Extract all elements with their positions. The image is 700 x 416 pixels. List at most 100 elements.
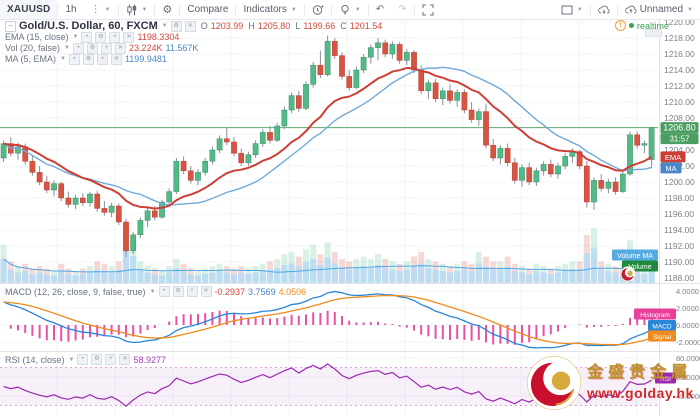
open-value: 1203.99 — [210, 21, 244, 31]
load-layout-button[interactable] — [591, 0, 617, 19]
data-warning-icon[interactable]: ! — [615, 20, 626, 31]
settings-icon[interactable]: ⚙ — [82, 54, 94, 65]
undo-icon: ↶ — [375, 4, 385, 15]
open-label: O — [200, 21, 208, 31]
svg-text:80.0000: 80.0000 — [676, 354, 700, 363]
chart-legend: − Gold/U.S. Dollar, 60, FXCM ▼ ⚙ ✕ O 1203… — [5, 21, 382, 65]
last-price-badge[interactable] — [660, 122, 699, 134]
ma-axis-badge[interactable] — [660, 162, 682, 174]
save-layout-button[interactable]: Unnamed ▼ — [618, 0, 700, 19]
settings-icon[interactable]: ⚙ — [172, 286, 184, 297]
toolbar-separator — [235, 3, 237, 16]
svg-text:1188.00: 1188.00 — [664, 273, 694, 283]
layout-select-button[interactable]: ▼ — [554, 0, 590, 19]
fullscreen-button[interactable] — [415, 0, 441, 19]
vol-indicator-name: Vol (20, false) — [5, 43, 61, 53]
svg-text:1194.00: 1194.00 — [664, 225, 694, 235]
add-icon[interactable]: + — [109, 32, 121, 43]
ema-line — [3, 66, 653, 210]
chevron-down-icon[interactable]: ▼ — [64, 45, 70, 51]
chart-settings-button[interactable]: ⚙ — [155, 0, 179, 19]
svg-text:Signal: Signal — [653, 334, 672, 341]
compare-button[interactable]: Compare — [187, 4, 229, 15]
ideas-button[interactable]: ▼ — [332, 0, 368, 19]
settings-icon[interactable]: ⚙ — [170, 21, 182, 32]
undo-button[interactable]: ↶ — [369, 0, 391, 19]
toolbar-separator — [330, 3, 332, 16]
ema-legend-row: EMA (15, close) ▼ • ⚙ + ✕ 1198.3304 — [5, 32, 382, 43]
settings-icon[interactable]: ⚙ — [95, 32, 107, 43]
hide-icon[interactable]: • — [77, 354, 89, 365]
redo-button[interactable]: ↷ — [391, 0, 413, 19]
pane-buttons[interactable] — [645, 29, 662, 37]
chevron-down-icon: ▼ — [290, 6, 297, 13]
candlesticks — [0, 35, 655, 258]
histogram-axis-badge[interactable] — [634, 308, 676, 320]
layout-grid-icon — [561, 5, 573, 14]
ema-axis-badge[interactable] — [660, 151, 686, 163]
settings-icon[interactable]: ⚙ — [91, 354, 103, 365]
svg-text:1212.00: 1212.00 — [664, 81, 695, 91]
hide-icon[interactable]: • — [158, 286, 170, 297]
high-label: H — [248, 21, 255, 31]
macd-line-value: 3.7569 — [248, 286, 276, 297]
toolbar-separator — [154, 3, 156, 16]
chevron-down-icon[interactable]: ▼ — [60, 56, 66, 62]
countdown-badge[interactable] — [660, 133, 699, 145]
rsi-axis-badge[interactable] — [655, 372, 676, 384]
chart-style-button[interactable]: ▼ — [119, 0, 155, 19]
volume-ma-axis-badge[interactable] — [612, 249, 658, 261]
vol-ma-value: 11.567K — [165, 43, 199, 53]
redo-icon: ↷ — [398, 4, 407, 15]
delete-icon[interactable]: ✕ — [114, 43, 126, 54]
pane-up-icon[interactable] — [645, 29, 653, 37]
svg-text:4.0000: 4.0000 — [676, 287, 699, 296]
cloud-download-icon — [597, 5, 610, 14]
macd-axis-badge[interactable] — [648, 320, 676, 331]
delete-icon[interactable]: ✕ — [110, 54, 122, 65]
chevron-down-icon: ▼ — [104, 6, 111, 13]
delete-icon[interactable]: ✕ — [123, 32, 135, 43]
svg-text:Volume: Volume — [628, 264, 651, 271]
add-icon[interactable]: + — [105, 354, 117, 365]
delete-icon[interactable]: ✕ — [184, 21, 196, 32]
hide-icon[interactable]: • — [81, 32, 93, 43]
gear-icon: ⚙ — [162, 3, 173, 16]
chevron-down-icon: ▼ — [141, 6, 148, 13]
hide-icon[interactable]: • — [68, 54, 80, 65]
add-icon[interactable]: + — [96, 54, 108, 65]
svg-text:2.0000: 2.0000 — [676, 304, 699, 313]
volume-bars — [0, 227, 655, 283]
macd-signal-value: 4.0506 — [278, 286, 307, 297]
ma-line — [3, 66, 652, 206]
chevron-down-icon[interactable]: ▼ — [72, 34, 79, 40]
indicators-button[interactable]: Indicators ▼ — [243, 4, 297, 15]
svg-text:1214.00: 1214.00 — [664, 65, 695, 75]
collapse-legend-icon[interactable]: − — [5, 21, 16, 32]
hide-icon[interactable]: • — [72, 43, 84, 54]
ema-value: 1198.3304 — [137, 32, 180, 42]
chevron-down-icon[interactable]: ▼ — [161, 23, 168, 29]
svg-text:1216.00: 1216.00 — [664, 49, 695, 59]
high-value: 1205.80 — [257, 21, 291, 31]
delete-icon[interactable]: ✕ — [200, 286, 212, 297]
settings-icon[interactable]: ⚙ — [86, 43, 98, 54]
delete-icon[interactable]: ✕ — [119, 354, 131, 365]
pane-down-icon[interactable] — [654, 29, 662, 37]
add-alert-button[interactable] — [305, 0, 331, 19]
watermark-brand-text: 金盛贵金属 — [587, 364, 693, 381]
layout-name: Unnamed — [639, 4, 684, 15]
svg-text:1200.00: 1200.00 — [664, 177, 695, 187]
golday-logo-small — [620, 266, 636, 282]
chevron-down-icon[interactable]: ▼ — [68, 356, 75, 363]
interval-options-button[interactable]: ⋮ ▼ — [84, 0, 118, 19]
toolbar-separator — [616, 3, 618, 16]
symbol-button[interactable]: XAUUSD — [0, 0, 58, 19]
add-icon[interactable]: + — [100, 43, 112, 54]
chevron-down-icon[interactable]: ▼ — [149, 288, 156, 295]
add-icon[interactable]: + — [186, 286, 198, 297]
macd-indicator-name: MACD (12, 26, close, 9, false, true) — [5, 286, 146, 297]
toolbar-separator — [117, 3, 119, 16]
signal-axis-badge[interactable] — [648, 330, 676, 342]
interval-button[interactable]: 1h — [65, 4, 77, 15]
